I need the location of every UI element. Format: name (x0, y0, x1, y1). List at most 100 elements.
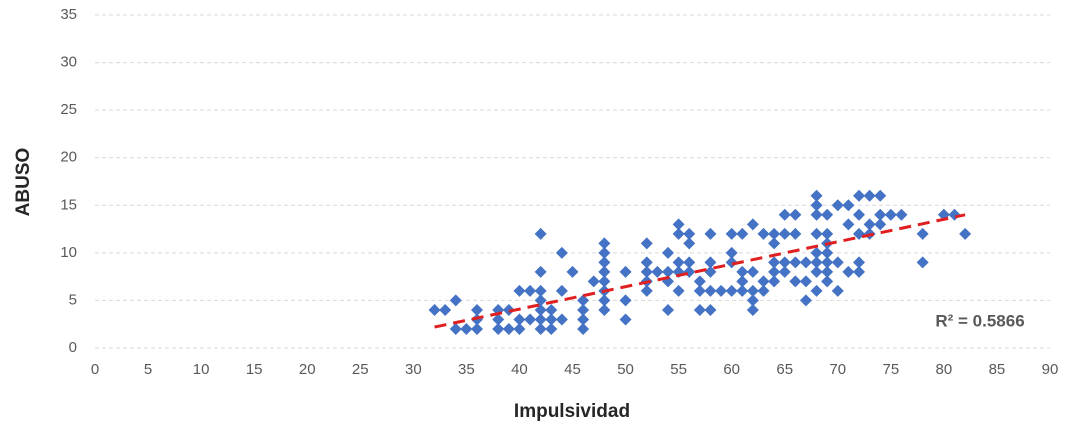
point (831, 284, 844, 297)
point (821, 208, 834, 221)
point (725, 246, 738, 259)
point (725, 256, 738, 269)
point (683, 237, 696, 250)
point (768, 256, 781, 269)
point (874, 189, 887, 202)
point (672, 284, 685, 297)
point (853, 208, 865, 221)
point (513, 313, 526, 326)
point (502, 322, 515, 335)
point (842, 265, 855, 278)
point (778, 208, 791, 221)
point (640, 265, 653, 278)
point (524, 313, 537, 326)
x-tick-label: 70 (829, 361, 846, 378)
point (577, 294, 590, 307)
point (757, 284, 770, 297)
point (821, 275, 834, 288)
point (566, 265, 579, 278)
point (768, 237, 781, 250)
point (831, 199, 844, 212)
point (577, 322, 590, 335)
x-tick-label: 60 (723, 361, 740, 378)
point (534, 294, 547, 307)
point (746, 303, 759, 316)
point (842, 218, 855, 231)
x-tick-label: 65 (776, 361, 793, 378)
point (821, 227, 834, 240)
point (460, 322, 473, 335)
point (555, 313, 568, 326)
point (534, 265, 547, 278)
point (746, 265, 759, 278)
point (598, 294, 611, 307)
point (853, 189, 865, 202)
point (598, 246, 611, 259)
point (534, 322, 547, 335)
point (789, 208, 802, 221)
point (874, 208, 887, 221)
point (884, 208, 897, 221)
point (524, 284, 537, 297)
x-tick-label: 75 (882, 361, 899, 378)
x-tick-label: 15 (246, 361, 263, 378)
y-tick-label: 30 (60, 54, 77, 71)
x-tick-label: 0 (91, 361, 99, 378)
point (768, 275, 781, 288)
x-tick-label: 55 (670, 361, 687, 378)
point (916, 227, 929, 240)
x-tick-label: 30 (405, 361, 422, 378)
point (831, 256, 844, 269)
r-squared: R² = 0.5866 (935, 311, 1024, 330)
point (704, 265, 717, 278)
point (672, 218, 685, 231)
x-axis-title: Impulsividad (514, 401, 630, 422)
point (863, 189, 876, 202)
point (736, 275, 749, 288)
point (757, 275, 770, 288)
point (746, 284, 759, 297)
point (778, 265, 791, 278)
x-tick-label: 80 (936, 361, 953, 378)
x-tick-label: 5 (144, 361, 152, 378)
point (789, 275, 802, 288)
point (471, 322, 483, 335)
point (598, 256, 611, 269)
point (545, 313, 558, 326)
point (672, 256, 685, 269)
point (534, 227, 547, 240)
point (693, 303, 706, 316)
point (577, 303, 590, 316)
point (789, 256, 802, 269)
point (587, 275, 600, 288)
point (736, 284, 749, 297)
x-tick-label: 10 (193, 361, 210, 378)
point (662, 265, 674, 278)
point (768, 227, 781, 240)
y-tick-label: 20 (60, 149, 77, 166)
y-tick-label: 15 (60, 196, 77, 213)
point (619, 265, 632, 278)
point (799, 256, 812, 269)
point (874, 218, 887, 231)
point (895, 208, 908, 221)
point (821, 256, 834, 269)
point (810, 284, 823, 297)
point (810, 227, 823, 240)
x-tick-label: 85 (989, 361, 1006, 378)
point (619, 294, 632, 307)
point (799, 275, 812, 288)
x-tick-label: 90 (1042, 361, 1059, 378)
point (619, 313, 632, 326)
point (693, 275, 706, 288)
point (693, 284, 706, 297)
point (683, 227, 696, 240)
y-axis-title: ABUSO (13, 148, 34, 217)
point (778, 227, 791, 240)
point (916, 256, 929, 269)
point (683, 265, 696, 278)
point (598, 275, 611, 288)
point (704, 256, 717, 269)
point (768, 265, 781, 278)
point (640, 284, 653, 297)
